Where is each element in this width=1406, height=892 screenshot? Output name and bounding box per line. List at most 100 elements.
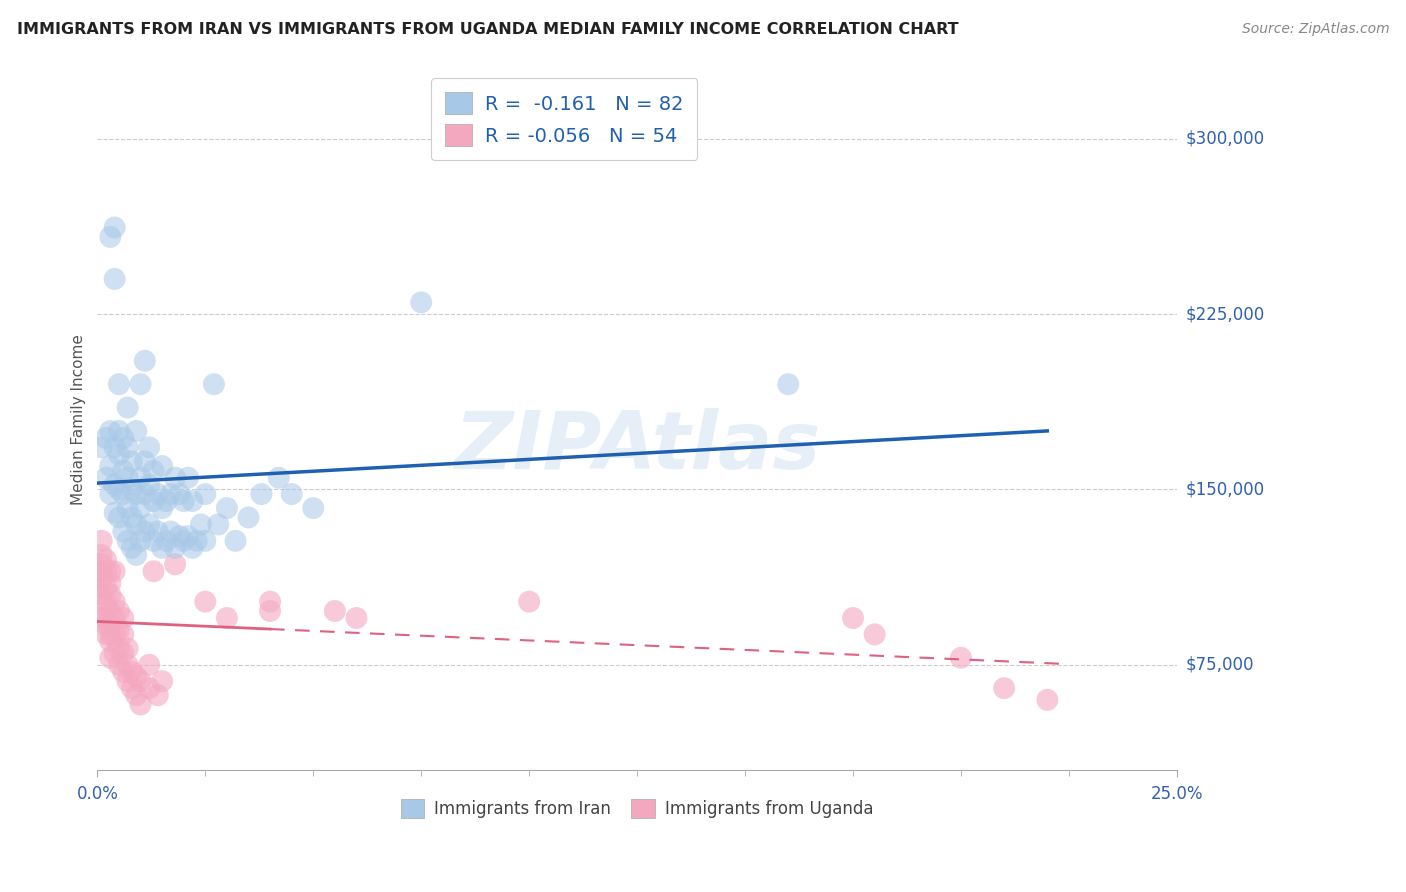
Point [177,529,200,543]
Point [129,377,152,392]
Point [104,220,127,235]
Point [215,501,238,516]
Point [94,611,117,625]
Point [108,510,131,524]
Point [121,454,143,468]
Point [238,510,260,524]
Point [94,564,117,578]
Point [146,688,169,702]
Point [112,487,135,501]
Point [94,627,117,641]
Point [194,533,217,548]
Point [98,604,121,618]
Point [159,487,181,501]
Point [98,487,121,501]
Point [90,571,112,585]
Point [94,599,117,614]
Point [190,517,212,532]
Point [129,471,152,485]
Point [108,447,131,461]
Text: $225,000: $225,000 [1185,305,1264,323]
Point [98,650,121,665]
Point [207,517,229,532]
Point [150,458,173,473]
Point [411,295,433,310]
Point [142,564,165,578]
Point [129,698,152,712]
Point [94,471,117,485]
Point [125,517,148,532]
Point [108,424,131,438]
Point [98,424,121,438]
Text: IMMIGRANTS FROM IRAN VS IMMIGRANTS FROM UGANDA MEDIAN FAMILY INCOME CORRELATION : IMMIGRANTS FROM IRAN VS IMMIGRANTS FROM … [17,22,959,37]
Point [173,533,195,548]
Point [104,272,127,286]
Point [863,627,886,641]
Point [112,646,135,660]
Point [138,477,160,491]
Point [98,576,121,591]
Point [138,681,160,695]
Point [993,681,1015,695]
Point [165,471,187,485]
Point [121,483,143,497]
Point [517,594,540,608]
Point [142,533,165,548]
Point [194,487,217,501]
Point [173,494,195,508]
Point [98,618,121,632]
Point [104,564,127,578]
Point [90,581,112,595]
Text: Source: ZipAtlas.com: Source: ZipAtlas.com [1241,22,1389,37]
Point [104,477,127,491]
Point [250,487,273,501]
Point [150,541,173,555]
Point [181,541,204,555]
Point [104,440,127,454]
Text: $150,000: $150,000 [1185,481,1264,499]
Point [134,353,156,368]
Point [112,431,135,445]
Point [98,634,121,648]
Point [129,674,152,689]
Point [117,674,139,689]
Text: $300,000: $300,000 [1185,129,1264,148]
Point [177,471,200,485]
Point [267,471,290,485]
Point [121,541,143,555]
Point [117,533,139,548]
Point [121,665,143,679]
Point [165,541,187,555]
Point [98,588,121,602]
Point [159,524,181,539]
Point [90,533,112,548]
Point [146,524,169,539]
Point [98,627,121,641]
Point [117,657,139,672]
Point [129,501,152,516]
Point [90,564,112,578]
Point [104,506,127,520]
Point [108,604,131,618]
Point [142,464,165,478]
Point [112,464,135,478]
Point [94,431,117,445]
Y-axis label: Median Family Income: Median Family Income [72,334,86,505]
Point [778,377,800,392]
Point [98,564,121,578]
Point [155,494,177,508]
Point [108,623,131,637]
Point [90,558,112,572]
Point [280,487,302,501]
Point [104,611,127,625]
Point [202,377,225,392]
Point [225,533,247,548]
Point [194,594,217,608]
Point [117,471,139,485]
Text: $75,000: $75,000 [1185,656,1254,673]
Point [104,646,127,660]
Point [146,487,169,501]
Point [112,665,135,679]
Point [134,524,156,539]
Point [134,487,156,501]
